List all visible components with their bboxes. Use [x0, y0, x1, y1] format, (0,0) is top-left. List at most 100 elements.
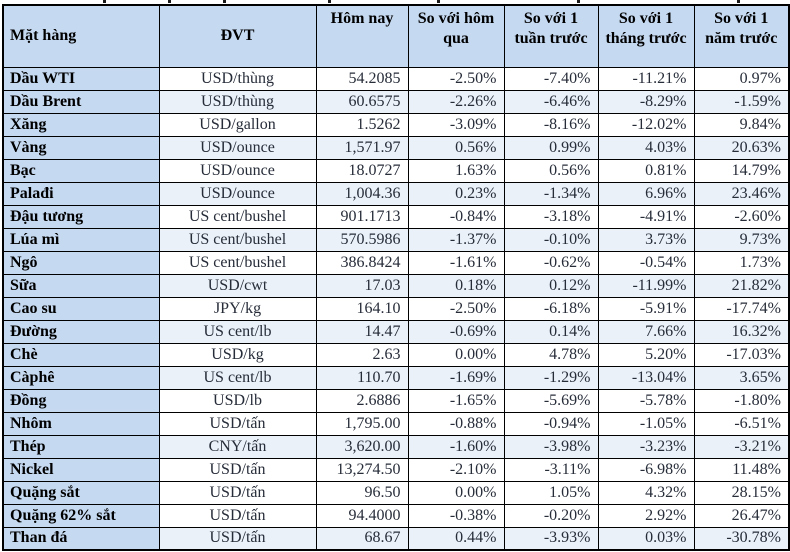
vs-yesterday-cell: 0.00%	[407, 480, 505, 505]
vs-week-cell: 0.99%	[503, 135, 599, 160]
header-vs-yesterday: So với hôm qua	[407, 4, 505, 68]
today-cell: 68.67	[315, 526, 409, 551]
vs-yesterday-cell: -3.09%	[407, 112, 505, 137]
vs-yesterday-cell: -2.50%	[407, 66, 505, 91]
vs-week-cell: 0.14%	[503, 319, 599, 344]
table-row: Xăng USD/gallon 1.5262 -3.09% -8.16% -12…	[2, 112, 790, 137]
cropped-text-mark	[223, 0, 226, 3]
vs-year-cell: 3.65%	[693, 365, 790, 390]
unit-cell: USD/lb	[158, 388, 317, 413]
commodity-name: Càphê	[2, 365, 160, 390]
commodity-name: Quặng 62% sắt	[2, 503, 160, 528]
table-row: Chè USD/kg 2.63 0.00% 4.78% 5.20% -17.03…	[2, 342, 790, 367]
commodity-name: Cao su	[2, 296, 160, 321]
commodity-name: Vàng	[2, 135, 160, 160]
today-cell: 2.6886	[315, 388, 409, 413]
today-cell: 13,274.50	[315, 457, 409, 482]
vs-yesterday-cell: 0.18%	[407, 273, 505, 298]
cropped-text-mark	[437, 0, 440, 3]
vs-week-cell: -7.40%	[503, 66, 599, 91]
vs-yesterday-cell: -1.60%	[407, 434, 505, 459]
today-cell: 386.8424	[315, 250, 409, 275]
unit-cell: US cent/bushel	[158, 227, 317, 252]
table-row: Đồng USD/lb 2.6886 -1.65% -5.69% -5.78% …	[2, 388, 790, 413]
table-row: Sữa USD/cwt 17.03 0.18% 0.12% -11.99% 21…	[2, 273, 790, 298]
vs-yesterday-cell: -1.61%	[407, 250, 505, 275]
table-row: Quặng sắt USD/tấn 96.50 0.00% 1.05% 4.32…	[2, 480, 790, 505]
vs-week-cell: 1.05%	[503, 480, 599, 505]
today-cell: 1,795.00	[315, 411, 409, 436]
table-row: Bạc USD/ounce 18.0727 1.63% 0.56% 0.81% …	[2, 158, 790, 183]
vs-month-cell: -13.04%	[597, 365, 695, 390]
vs-yesterday-cell: 0.00%	[407, 342, 505, 367]
unit-cell: CNY/tấn	[158, 434, 317, 459]
vs-month-cell: -8.29%	[597, 89, 695, 114]
commodity-name: Đậu tương	[2, 204, 160, 229]
vs-year-cell: 23.46%	[693, 181, 790, 206]
table-row: Đường US cent/lb 14.47 -0.69% 0.14% 7.66…	[2, 319, 790, 344]
vs-week-cell: -1.34%	[503, 181, 599, 206]
vs-week-cell: -6.46%	[503, 89, 599, 114]
unit-cell: USD/tấn	[158, 457, 317, 482]
unit-cell: USD/tấn	[158, 503, 317, 528]
today-cell: 2.63	[315, 342, 409, 367]
commodity-name: Quặng sắt	[2, 480, 160, 505]
table-row: Dầu Brent USD/thùng 60.6575 -2.26% -6.46…	[2, 89, 790, 114]
vs-year-cell: -1.59%	[693, 89, 790, 114]
today-cell: 94.4000	[315, 503, 409, 528]
vs-year-cell: 1.73%	[693, 250, 790, 275]
vs-yesterday-cell: -0.84%	[407, 204, 505, 229]
cropped-title-remnant	[0, 0, 790, 4]
commodity-name: Sữa	[2, 273, 160, 298]
vs-year-cell: 20.63%	[693, 135, 790, 160]
unit-cell: USD/ounce	[158, 181, 317, 206]
vs-month-cell: -4.91%	[597, 204, 695, 229]
today-cell: 164.10	[315, 296, 409, 321]
vs-month-cell: 7.66%	[597, 319, 695, 344]
vs-yesterday-cell: -1.65%	[407, 388, 505, 413]
unit-cell: USD/ounce	[158, 135, 317, 160]
vs-year-cell: -2.60%	[693, 204, 790, 229]
commodity-price-table: Mặt hàng ĐVT Hôm nay So với hôm qua So v…	[2, 4, 790, 551]
vs-month-cell: -6.98%	[597, 457, 695, 482]
today-cell: 17.03	[315, 273, 409, 298]
vs-yesterday-cell: -1.37%	[407, 227, 505, 252]
today-cell: 60.6575	[315, 89, 409, 114]
vs-yesterday-cell: -2.26%	[407, 89, 505, 114]
commodity-name: Đồng	[2, 388, 160, 413]
today-cell: 1,571.97	[315, 135, 409, 160]
cropped-text-mark	[577, 0, 580, 3]
today-cell: 570.5986	[315, 227, 409, 252]
vs-year-cell: 9.84%	[693, 112, 790, 137]
vs-week-cell: -0.94%	[503, 411, 599, 436]
vs-month-cell: 2.92%	[597, 503, 695, 528]
vs-yesterday-cell: -2.50%	[407, 296, 505, 321]
table-row: Lúa mì US cent/bushel 570.5986 -1.37% -0…	[2, 227, 790, 252]
vs-week-cell: -6.18%	[503, 296, 599, 321]
vs-year-cell: -30.78%	[693, 526, 790, 551]
vs-month-cell: 4.03%	[597, 135, 695, 160]
unit-cell: USD/ounce	[158, 158, 317, 183]
header-commodity: Mặt hàng	[2, 4, 160, 68]
commodity-name: Dầu Brent	[2, 89, 160, 114]
vs-yesterday-cell: 0.56%	[407, 135, 505, 160]
vs-year-cell: -17.74%	[693, 296, 790, 321]
vs-week-cell: -3.18%	[503, 204, 599, 229]
cropped-text-mark	[328, 0, 331, 3]
vs-year-cell: -17.03%	[693, 342, 790, 367]
vs-week-cell: -8.16%	[503, 112, 599, 137]
unit-cell: USD/tấn	[158, 480, 317, 505]
vs-month-cell: -3.23%	[597, 434, 695, 459]
today-cell: 1.5262	[315, 112, 409, 137]
unit-cell: USD/thùng	[158, 89, 317, 114]
vs-week-cell: -1.29%	[503, 365, 599, 390]
commodity-name: Than đá	[2, 526, 160, 551]
unit-cell: USD/kg	[158, 342, 317, 367]
table-row: Nhôm USD/tấn 1,795.00 -0.88% -0.94% -1.0…	[2, 411, 790, 436]
vs-year-cell: 26.47%	[693, 503, 790, 528]
unit-cell: US cent/bushel	[158, 204, 317, 229]
vs-month-cell: 0.03%	[597, 526, 695, 551]
vs-month-cell: -11.99%	[597, 273, 695, 298]
vs-week-cell: 4.78%	[503, 342, 599, 367]
unit-cell: US cent/lb	[158, 319, 317, 344]
